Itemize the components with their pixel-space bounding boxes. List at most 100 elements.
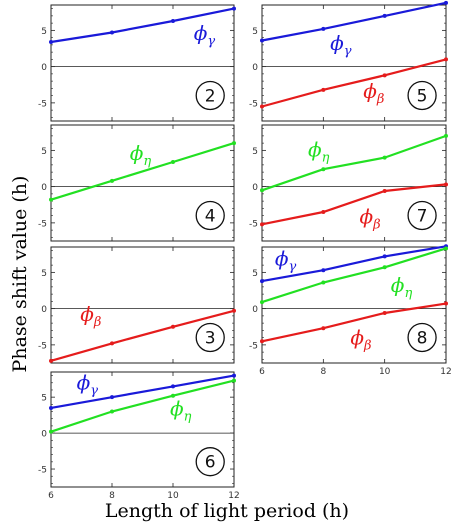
panel-number-badge	[195, 447, 225, 477]
data-point-gamma	[171, 384, 175, 389]
x-axis-label: Length of light period (h)	[104, 500, 350, 522]
y-tick-label: -5	[249, 341, 258, 351]
panel-number-badge	[195, 200, 225, 231]
x-tick-label: 10	[167, 491, 179, 501]
series-line-beta	[261, 302, 447, 343]
panel-number-text: 7	[417, 206, 428, 226]
data-point-gamma	[260, 38, 264, 43]
data-point-beta	[232, 308, 236, 313]
series-line-eta	[261, 247, 447, 304]
series-line-gamma	[261, 245, 447, 283]
data-point-eta	[321, 280, 326, 285]
data-point-beta	[260, 222, 264, 227]
panel-number-text: 5	[417, 86, 428, 106]
data-point-eta	[444, 246, 448, 251]
data-point-eta	[110, 409, 114, 414]
y-tick-label: -5	[38, 99, 47, 109]
series-line-gamma	[50, 7, 235, 44]
y-tick-label: 0	[41, 183, 47, 193]
series-line-beta	[261, 183, 447, 226]
data-point-beta	[171, 324, 175, 329]
data-point-beta	[382, 73, 387, 78]
y-tick-label: 0	[41, 63, 47, 73]
data-point-eta	[49, 429, 53, 434]
data-point-beta	[444, 182, 448, 187]
data-point-gamma	[232, 373, 236, 378]
data-point-beta	[110, 341, 114, 346]
data-point-gamma	[382, 13, 387, 18]
data-point-beta	[49, 358, 53, 363]
x-tick-label: 12	[440, 367, 451, 377]
y-tick-label: 5	[252, 147, 258, 157]
data-point-beta	[321, 210, 326, 214]
series-line-eta	[261, 134, 447, 192]
panel-number-badge	[195, 322, 225, 353]
y-tick-label: 0	[252, 63, 258, 73]
y-tick-label: 0	[252, 183, 258, 193]
panel-number-badge	[407, 322, 437, 353]
y-tick-label: 5	[41, 27, 47, 37]
data-point-gamma	[110, 395, 114, 400]
y-tick-label: 5	[41, 147, 47, 157]
panel-number-badge	[407, 80, 437, 111]
panel-number-text: 6	[205, 453, 216, 473]
y-tick-label: -5	[38, 466, 47, 476]
x-tick-label: 12	[228, 491, 239, 501]
series-line-gamma	[50, 374, 235, 409]
series-line-beta	[261, 58, 447, 108]
panel-number-badge	[407, 200, 437, 231]
data-point-eta	[171, 159, 175, 164]
data-point-gamma	[321, 26, 326, 31]
data-point-gamma	[260, 279, 264, 284]
data-point-beta	[382, 310, 387, 315]
data-point-gamma	[321, 268, 326, 273]
y-tick-label: -5	[38, 341, 47, 351]
x-tick-label: 8	[320, 367, 326, 377]
y-tick-label: 0	[41, 305, 47, 315]
data-point-beta	[321, 326, 326, 331]
y-tick-label: 5	[41, 269, 47, 279]
y-tick-label: 5	[252, 27, 258, 37]
y-tick-label: 5	[41, 394, 47, 404]
panel-number-text: 2	[205, 86, 216, 106]
y-tick-label: -5	[249, 99, 258, 109]
y-tick-label: 0	[252, 305, 258, 315]
data-point-eta	[49, 197, 53, 202]
data-point-eta	[260, 188, 264, 193]
series-line-eta	[50, 379, 235, 433]
x-tick-label: 6	[48, 491, 54, 501]
data-point-beta	[444, 57, 448, 62]
data-point-gamma	[232, 6, 236, 11]
data-point-beta	[260, 339, 264, 344]
x-tick-label: 10	[379, 367, 391, 377]
data-point-gamma	[382, 254, 387, 259]
panel-number-text: 4	[205, 206, 216, 226]
y-axis-label: Phase shift value (h)	[9, 176, 31, 373]
series-line-eta	[50, 142, 235, 201]
data-point-beta	[444, 301, 448, 306]
x-tick-label: 6	[259, 367, 265, 377]
data-point-eta	[110, 178, 114, 183]
y-tick-label: -5	[38, 219, 47, 229]
data-point-gamma	[171, 18, 175, 23]
data-point-eta	[444, 133, 448, 138]
panel-number-text: 3	[205, 328, 216, 348]
x-tick-label: 8	[109, 491, 115, 501]
y-tick-label: -5	[249, 219, 258, 229]
y-tick-label: 0	[41, 430, 47, 440]
data-point-eta	[232, 141, 236, 146]
data-point-beta	[382, 188, 387, 193]
data-point-eta	[232, 378, 236, 383]
data-point-eta	[382, 265, 387, 270]
y-tick-label: 5	[252, 269, 258, 279]
data-point-gamma	[444, 0, 448, 5]
